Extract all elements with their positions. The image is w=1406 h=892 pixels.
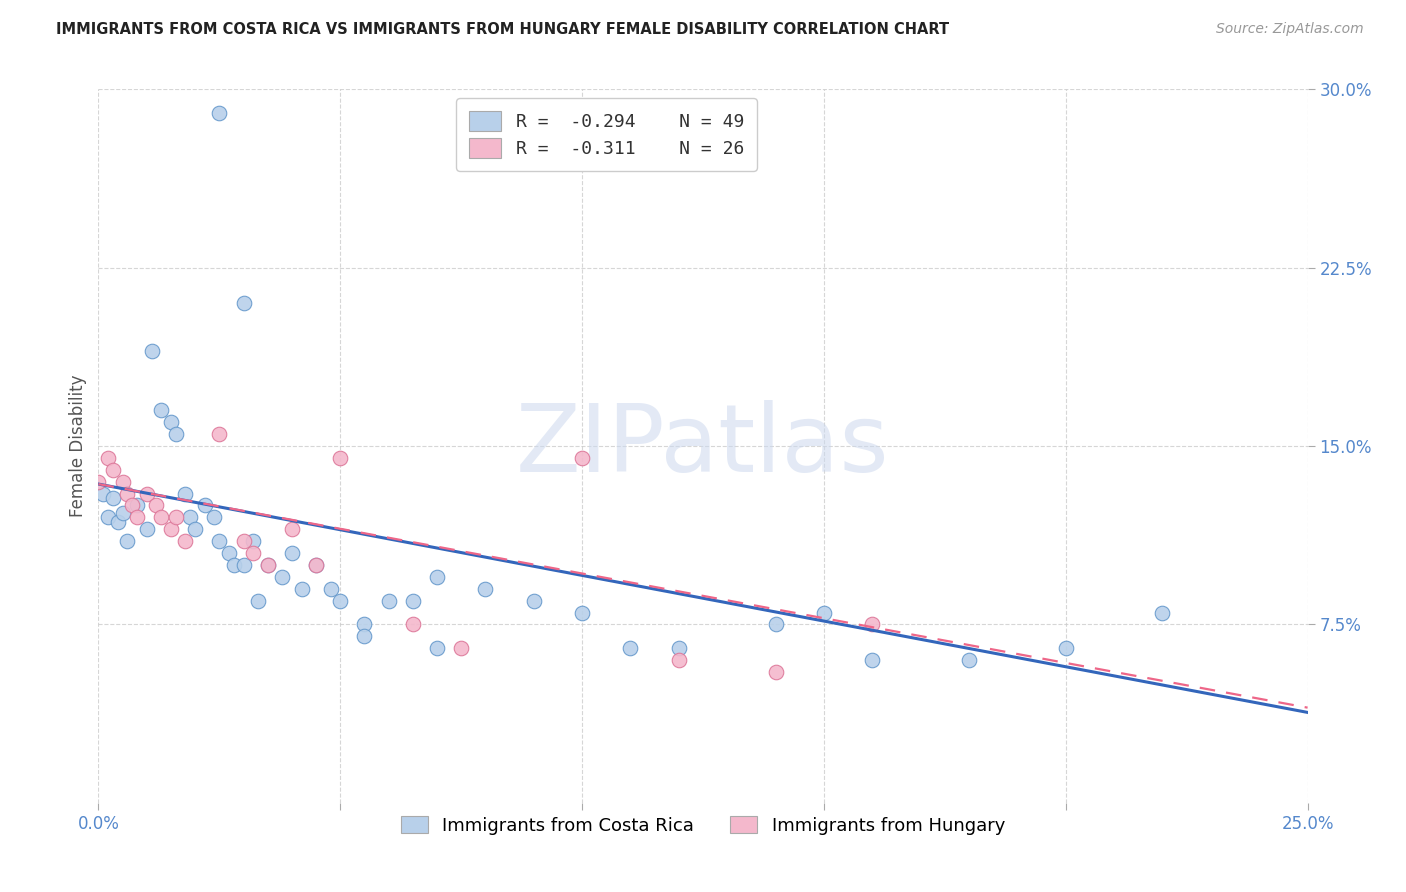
Point bbox=[150, 510, 173, 524]
Point bbox=[765, 617, 787, 632]
Point bbox=[426, 641, 449, 656]
Point bbox=[135, 486, 157, 500]
Point bbox=[150, 403, 173, 417]
Text: ZIPatlas: ZIPatlas bbox=[516, 400, 890, 492]
Point bbox=[957, 653, 980, 667]
Text: Source: ZipAtlas.com: Source: ZipAtlas.com bbox=[1216, 22, 1364, 37]
Point bbox=[281, 546, 304, 560]
Point bbox=[256, 558, 278, 572]
Point bbox=[474, 582, 496, 596]
Point bbox=[111, 506, 134, 520]
Point bbox=[101, 463, 124, 477]
Point bbox=[208, 427, 231, 442]
Point bbox=[281, 522, 304, 536]
Point bbox=[184, 522, 207, 536]
Point bbox=[571, 450, 593, 465]
Point bbox=[426, 570, 449, 584]
Point bbox=[319, 582, 342, 596]
Point bbox=[353, 629, 375, 643]
Point bbox=[1152, 606, 1174, 620]
Point bbox=[160, 522, 183, 536]
Point bbox=[101, 491, 124, 506]
Point bbox=[232, 296, 254, 310]
Point bbox=[135, 522, 157, 536]
Point bbox=[107, 515, 129, 529]
Point bbox=[247, 593, 270, 607]
Legend: Immigrants from Costa Rica, Immigrants from Hungary: Immigrants from Costa Rica, Immigrants f… bbox=[392, 807, 1014, 844]
Point bbox=[232, 534, 254, 549]
Point bbox=[165, 427, 187, 442]
Point bbox=[165, 510, 187, 524]
Point bbox=[860, 653, 883, 667]
Point bbox=[619, 641, 641, 656]
Point bbox=[353, 617, 375, 632]
Point bbox=[174, 534, 197, 549]
Point bbox=[232, 558, 254, 572]
Point bbox=[377, 593, 399, 607]
Point bbox=[218, 546, 240, 560]
Point bbox=[256, 558, 278, 572]
Point bbox=[179, 510, 201, 524]
Point bbox=[305, 558, 328, 572]
Point bbox=[127, 499, 149, 513]
Point bbox=[97, 450, 120, 465]
Point bbox=[121, 499, 143, 513]
Point bbox=[290, 582, 312, 596]
Point bbox=[305, 558, 328, 572]
Point bbox=[97, 510, 120, 524]
Point bbox=[204, 510, 226, 524]
Point bbox=[242, 534, 264, 549]
Point bbox=[813, 606, 835, 620]
Point bbox=[860, 617, 883, 632]
Point bbox=[174, 486, 197, 500]
Point bbox=[329, 593, 352, 607]
Point bbox=[208, 534, 231, 549]
Text: IMMIGRANTS FROM COSTA RICA VS IMMIGRANTS FROM HUNGARY FEMALE DISABILITY CORRELAT: IMMIGRANTS FROM COSTA RICA VS IMMIGRANTS… bbox=[56, 22, 949, 37]
Point bbox=[571, 606, 593, 620]
Point bbox=[141, 343, 163, 358]
Point bbox=[402, 593, 425, 607]
Point bbox=[450, 641, 472, 656]
Point bbox=[1054, 641, 1077, 656]
Point bbox=[117, 486, 139, 500]
Point bbox=[91, 486, 114, 500]
Point bbox=[87, 475, 110, 489]
Point bbox=[668, 641, 690, 656]
Point bbox=[668, 653, 690, 667]
Point bbox=[145, 499, 167, 513]
Point bbox=[127, 510, 149, 524]
Y-axis label: Female Disability: Female Disability bbox=[69, 375, 87, 517]
Point bbox=[402, 617, 425, 632]
Point bbox=[271, 570, 294, 584]
Point bbox=[208, 106, 231, 120]
Point bbox=[117, 534, 139, 549]
Point bbox=[765, 665, 787, 679]
Point bbox=[160, 415, 183, 429]
Point bbox=[242, 546, 264, 560]
Point bbox=[222, 558, 245, 572]
Point bbox=[194, 499, 217, 513]
Point bbox=[111, 475, 134, 489]
Point bbox=[523, 593, 546, 607]
Point bbox=[329, 450, 352, 465]
